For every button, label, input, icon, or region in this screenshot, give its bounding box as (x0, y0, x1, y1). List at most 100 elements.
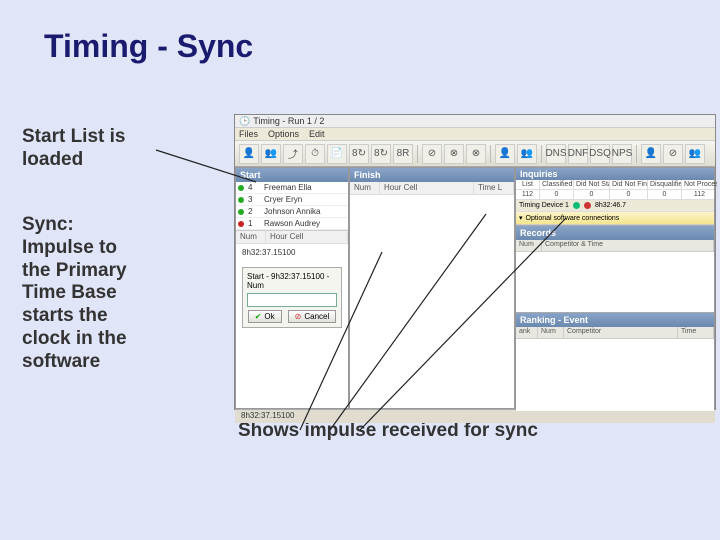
toolbar-separator (636, 145, 637, 163)
left-annotation-2: Sync: Impulse to the Primary Time Base s… (22, 214, 202, 374)
menu-edit[interactable]: Edit (309, 129, 325, 139)
start-sub-col-hour: Hour Cell (266, 231, 348, 243)
inq-col-dsq: Disqualified (648, 180, 682, 189)
inq-col-list: List (516, 180, 540, 189)
start-dialog-input[interactable] (247, 293, 337, 307)
finish-col-time: Time L (474, 182, 514, 194)
finish-col-hour: Hour Cell (380, 182, 474, 194)
inq-val-dns: 0 (574, 190, 610, 199)
records-col-num: Num (516, 240, 542, 251)
check-icon: ✔ (255, 312, 262, 321)
software-connections-bar[interactable]: ▾ Optional software connections (516, 212, 714, 225)
timing-device-time: 8h32:46.7 (595, 202, 626, 209)
toolbar-button[interactable]: DNS (546, 144, 566, 164)
ranking-col-time: Time (678, 327, 714, 338)
toolbar-button[interactable]: 📄 (327, 144, 347, 164)
ranking-panel: Ranking - Event ank Num Competitor Time (516, 312, 714, 411)
toolbar-separator (541, 145, 542, 163)
toolbar-button[interactable]: 👤 (641, 144, 661, 164)
toolbar-button[interactable]: ⊗ (466, 144, 486, 164)
start-row-num: 4 (248, 183, 260, 192)
toolbar-separator (417, 145, 418, 163)
left-annotation-1: Start List is loaded (22, 126, 125, 172)
records-header: Records (516, 226, 714, 240)
toolbar-button[interactable]: 👤 (239, 144, 259, 164)
cancel-icon: ⊘ (295, 312, 302, 321)
toolbar-button[interactable]: ⏱ (305, 144, 325, 164)
start-impulse-value: 8h32:37.15100 (236, 244, 348, 261)
start-row-name: Freeman Ella (264, 183, 312, 192)
start-row-name: Rawson Audrey (264, 219, 320, 228)
toolbar-button[interactable]: 👥 (685, 144, 705, 164)
start-list-row[interactable]: 2 Johnson Annika (236, 206, 348, 218)
window-titlebar: 🕒 Timing - Run 1 / 2 (235, 115, 715, 128)
software-connections-label: Optional software connections (526, 215, 620, 222)
toolbar-button[interactable]: ⊘ (663, 144, 683, 164)
inq-val-classified: 0 (540, 190, 574, 199)
start-header: Start (236, 168, 348, 182)
menu-options[interactable]: Options (268, 129, 299, 139)
cancel-label: Cancel (304, 312, 329, 321)
start-row-num: 3 (248, 195, 260, 204)
toolbar-button[interactable]: 8↻ (371, 144, 391, 164)
start-list-row[interactable]: 1Rawson Audrey (236, 218, 348, 230)
start-panel: Start 4 Freeman Ella 3 Cryer Eryn 2 Johnson A… (235, 167, 349, 409)
status-led-icon (238, 185, 244, 191)
start-dialog: Start - 9h32:37.15100 - Num ✔ Ok ⊘ Cance… (242, 267, 342, 328)
inq-col-classified: Classified (540, 180, 574, 189)
menu-files[interactable]: Files (239, 129, 258, 139)
inq-val-nps: 112 (682, 190, 718, 199)
start-row-name: Johnson Annika (264, 207, 321, 216)
td-led-green-icon (573, 202, 580, 209)
ok-button[interactable]: ✔ Ok (248, 310, 282, 323)
ranking-header: Ranking - Event (516, 313, 714, 327)
start-sub-col-num: Num (236, 231, 266, 243)
start-list-row[interactable]: 3 Cryer Eryn (236, 194, 348, 206)
toolbar-button[interactable]: 👤 (495, 144, 515, 164)
inquiries-table: List Classified Did Not Start Did Not Fi… (516, 180, 714, 200)
toolbar-button[interactable]: 8R (393, 144, 413, 164)
inq-val-list: 112 (516, 190, 540, 199)
inq-col-dnf: Did Not Finish (610, 180, 648, 189)
records-body (516, 252, 714, 312)
start-row-name: Cryer Eryn (264, 195, 302, 204)
ranking-col-comp: Competitor (564, 327, 678, 338)
toolbar-button[interactable]: ⊗ (444, 144, 464, 164)
window-title: Timing - Run 1 / 2 (253, 116, 324, 126)
finish-header: Finish (350, 168, 514, 182)
menubar: Files Options Edit (235, 128, 715, 141)
toolbar-button[interactable]: ⊘ (422, 144, 442, 164)
inquiries-panel: Inquiries List Classified Did Not Start … (515, 167, 715, 409)
toolbar: 👤👥⤴⏱📄8↻8↻8R⊘⊗⊗👤👥DNSDNFDSQNPS👤⊘👥 (235, 141, 715, 167)
slide-title: Timing - Sync (44, 28, 253, 65)
bottom-annotation: Shows impulse received for sync (238, 420, 538, 442)
toolbar-button[interactable]: ⤴ (283, 144, 303, 164)
toolbar-button[interactable]: NPS (612, 144, 632, 164)
cancel-button[interactable]: ⊘ Cancel (288, 310, 337, 323)
start-impulse-area: Num Hour Cell 8h32:37.15100 Start - 9h32… (236, 230, 348, 408)
status-led-icon (238, 209, 244, 215)
toolbar-button[interactable]: DNF (568, 144, 588, 164)
clock-icon: 🕒 (239, 116, 250, 127)
chevron-down-icon: ▾ (519, 214, 523, 222)
start-row-num: 2 (248, 207, 260, 216)
toolbar-button[interactable]: DSQ (590, 144, 610, 164)
toolbar-separator (490, 145, 491, 163)
start-list-row[interactable]: 4 Freeman Ella (236, 182, 348, 194)
ranking-body (516, 339, 714, 411)
toolbar-button[interactable]: 8↻ (349, 144, 369, 164)
finish-panel: Finish Num Hour Cell Time L (349, 167, 515, 409)
records-panel: Records Num Competitor & Time (516, 225, 714, 312)
toolbar-button[interactable]: 👥 (261, 144, 281, 164)
inq-val-dsq: 0 (648, 190, 682, 199)
td-led-red-icon (584, 202, 591, 209)
inq-val-dnf: 0 (610, 190, 648, 199)
inq-col-dns: Did Not Start (574, 180, 610, 189)
toolbar-button[interactable]: 👥 (517, 144, 537, 164)
ok-label: Ok (264, 312, 274, 321)
inq-col-nps: Not Processed (682, 180, 718, 189)
start-dialog-title: Start - 9h32:37.15100 - Num (247, 272, 337, 290)
status-bar: 8h32:37.15100 (235, 409, 715, 423)
timing-window: 🕒 Timing - Run 1 / 2 Files Options Edit … (234, 114, 716, 410)
records-col-comp: Competitor & Time (542, 240, 714, 251)
